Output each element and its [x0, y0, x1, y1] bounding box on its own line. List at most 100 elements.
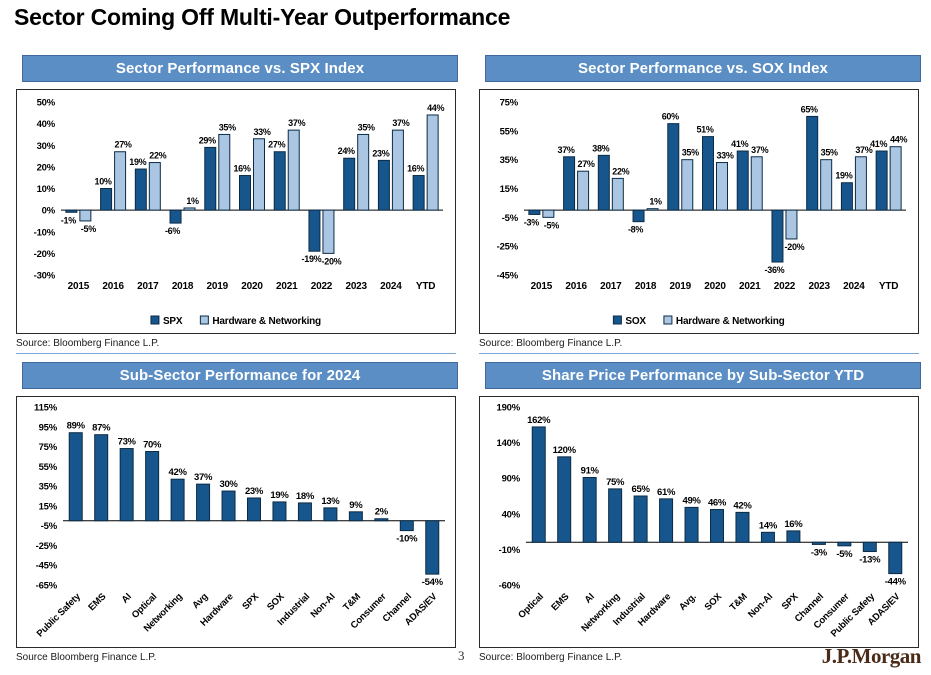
svg-text:37%: 37% [751, 145, 768, 155]
svg-text:-30%: -30% [34, 271, 56, 282]
svg-text:37%: 37% [194, 472, 213, 483]
svg-text:15%: 15% [500, 184, 519, 195]
svg-text:-19%: -19% [302, 254, 322, 264]
svg-text:2021: 2021 [739, 281, 761, 292]
panel-sox: Sector Performance vs. SOX Index 75% 55% 3… [479, 55, 921, 349]
svg-text:73%: 73% [118, 437, 137, 448]
svg-text:SOX: SOX [265, 591, 287, 613]
svg-text:33%: 33% [716, 151, 733, 161]
svg-text:35%: 35% [39, 482, 58, 493]
svg-text:SOX: SOX [703, 591, 725, 613]
svg-text:40%: 40% [37, 119, 56, 130]
svg-text:60%: 60% [662, 112, 679, 122]
subsector-ytd-source: Source: Bloomberg Finance L.P. [479, 652, 623, 663]
svg-text:75%: 75% [500, 98, 519, 109]
svg-text:-6%: -6% [165, 226, 180, 236]
svg-text:115%: 115% [34, 403, 58, 414]
svg-text:15%: 15% [39, 501, 58, 512]
svg-text:90%: 90% [502, 474, 521, 485]
svg-text:41%: 41% [731, 139, 748, 149]
svg-text:-8%: -8% [628, 225, 643, 235]
svg-text:2017: 2017 [137, 281, 159, 292]
svg-text:89%: 89% [67, 421, 86, 432]
svg-text:2016: 2016 [565, 281, 587, 292]
svg-text:22%: 22% [149, 151, 166, 161]
svg-text:EMS: EMS [549, 591, 571, 613]
divider-left [16, 353, 456, 354]
svg-text:T&M: T&M [728, 591, 750, 613]
svg-text:19%: 19% [270, 490, 289, 501]
svg-text:2024: 2024 [380, 281, 402, 292]
svg-text:35%: 35% [358, 122, 375, 132]
svg-text:-45%: -45% [497, 271, 519, 282]
svg-text:37%: 37% [558, 145, 575, 155]
svg-text:Avg.: Avg. [677, 591, 699, 613]
svg-text:23%: 23% [372, 148, 389, 158]
svg-text:Optical: Optical [516, 591, 546, 621]
svg-text:91%: 91% [581, 465, 600, 476]
svg-text:9%: 9% [349, 500, 363, 511]
panel-spx-header: Sector Performance vs. SPX Index [22, 55, 458, 82]
svg-text:23%: 23% [245, 486, 264, 497]
subsector-2024-chart-box: 115% 95% 75% 55% 35% 15% -5% -25% -45% -65% 89% 87%… [16, 396, 456, 648]
svg-text:-5%: -5% [836, 549, 853, 560]
svg-text:55%: 55% [500, 126, 519, 137]
svg-text:42%: 42% [733, 500, 752, 511]
svg-text:20%: 20% [37, 162, 56, 173]
panel-subsector-ytd-header: Share Price Performance by Sub-Sector YT… [485, 362, 921, 389]
svg-text:-20%: -20% [785, 242, 805, 252]
svg-text:AI: AI [120, 591, 134, 605]
svg-text:2021: 2021 [276, 281, 298, 292]
svg-text:-5%: -5% [544, 220, 559, 230]
svg-text:2023: 2023 [808, 281, 830, 292]
svg-text:49%: 49% [682, 495, 701, 506]
sox-source: Source: Bloomberg Finance L.P. [479, 338, 623, 349]
svg-text:18%: 18% [296, 491, 315, 502]
svg-text:2020: 2020 [241, 281, 263, 292]
svg-text:2017: 2017 [600, 281, 622, 292]
svg-text:87%: 87% [92, 423, 111, 434]
svg-text:13%: 13% [321, 496, 340, 507]
svg-text:33%: 33% [253, 127, 270, 137]
svg-text:Hardware & Networking: Hardware & Networking [212, 316, 321, 327]
svg-text:1%: 1% [649, 197, 662, 207]
svg-text:14%: 14% [759, 520, 778, 531]
svg-text:41%: 41% [870, 139, 887, 149]
svg-text:AI: AI [583, 591, 597, 605]
svg-text:65%: 65% [632, 484, 651, 495]
jpmorgan-logo: J.P.Morgan [821, 644, 922, 668]
svg-text:35%: 35% [500, 155, 519, 166]
svg-text:Non-AI: Non-AI [309, 591, 338, 620]
svg-text:-1%: -1% [61, 215, 76, 225]
svg-text:50%: 50% [37, 98, 56, 109]
svg-text:46%: 46% [708, 498, 727, 509]
svg-text:27%: 27% [115, 140, 132, 150]
subsector-2024-chart: 115% 95% 75% 55% 35% 15% -5% -25% -45% -65% 89% 87%… [34, 403, 445, 639]
spx-chart: 50% 40% 30% 20% 10% 0% -10% -20% -30% -1% 10% 19% -6… [34, 98, 445, 328]
svg-text:2018: 2018 [172, 281, 194, 292]
svg-text:10%: 10% [37, 184, 56, 195]
svg-text:2015: 2015 [68, 281, 90, 292]
svg-text:-65%: -65% [36, 581, 58, 592]
svg-text:40%: 40% [502, 509, 521, 520]
svg-text:19%: 19% [835, 171, 852, 181]
svg-text:2015: 2015 [531, 281, 553, 292]
spx-chart-box: 50% 40% 30% 20% 10% 0% -10% -20% -30% -1% 10% 19% -6… [16, 89, 456, 334]
svg-text:2023: 2023 [345, 281, 367, 292]
svg-text:Avg: Avg [190, 591, 210, 611]
svg-text:27%: 27% [268, 140, 285, 150]
svg-text:24%: 24% [338, 146, 355, 156]
svg-text:190%: 190% [497, 403, 521, 414]
svg-text:51%: 51% [696, 125, 713, 135]
svg-text:-5%: -5% [81, 224, 96, 234]
svg-text:37%: 37% [855, 145, 872, 155]
svg-text:2019: 2019 [670, 281, 692, 292]
svg-text:-25%: -25% [36, 541, 58, 552]
svg-text:-20%: -20% [34, 249, 56, 260]
svg-text:2024: 2024 [843, 281, 865, 292]
panel-sox-header: Sector Performance vs. SOX Index [485, 55, 921, 82]
svg-text:35%: 35% [219, 122, 236, 132]
svg-text:EMS: EMS [86, 591, 108, 613]
svg-text:YTD: YTD [416, 281, 435, 292]
svg-text:61%: 61% [657, 487, 676, 498]
